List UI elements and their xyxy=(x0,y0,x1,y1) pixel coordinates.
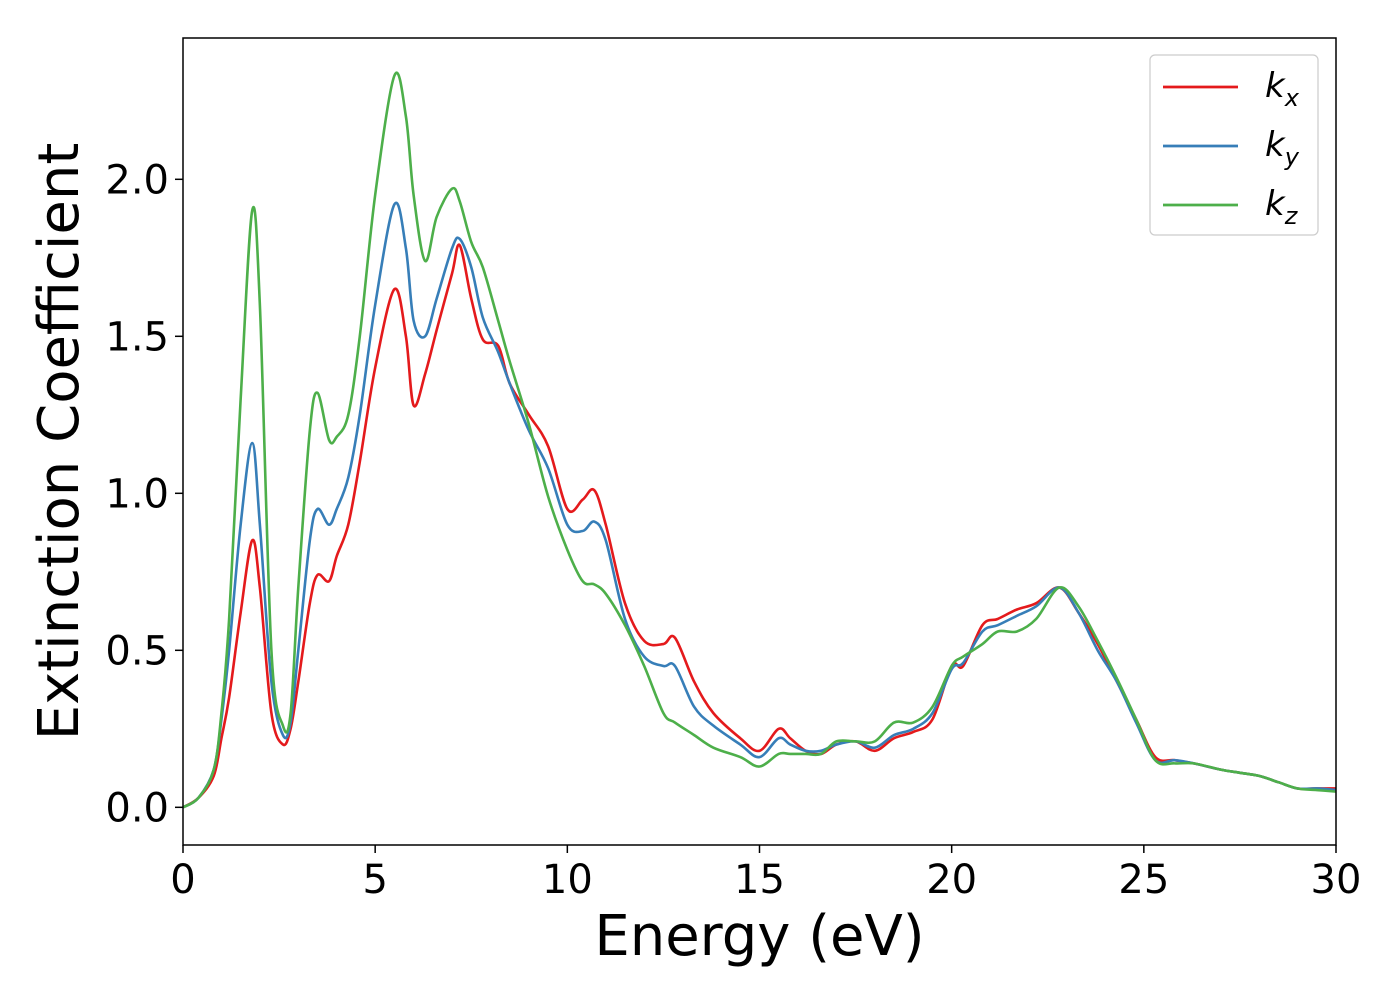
y-tick-label: 1.0 xyxy=(105,471,169,517)
series-layer xyxy=(182,71,1337,809)
x-axis-ticks: 0 5 10 15 20 25 30 xyxy=(170,845,1361,903)
y-axis-label: Extinction Coefficient xyxy=(27,143,92,741)
series-line-kx xyxy=(182,243,1336,809)
series-line-kz xyxy=(182,71,1337,809)
series-line-ky xyxy=(182,201,1337,809)
y-tick-label: 1.5 xyxy=(105,314,169,360)
legend-label: ky xyxy=(1265,125,1300,171)
y-tick-label: 2.0 xyxy=(105,157,169,203)
x-tick-label: 20 xyxy=(926,857,977,903)
x-tick-label: 10 xyxy=(542,857,593,903)
y-tick-label: 0.0 xyxy=(105,785,169,831)
y-tick-label: 0.5 xyxy=(105,628,169,674)
legend-label: kx xyxy=(1265,66,1300,112)
x-tick-label: 30 xyxy=(1311,857,1362,903)
y-axis-ticks: 0.0 0.5 1.0 1.5 2.0 xyxy=(105,157,183,831)
x-tick-label: 25 xyxy=(1118,857,1169,903)
x-tick-label: 5 xyxy=(362,857,387,903)
legend-label: kz xyxy=(1265,184,1299,230)
x-axis-label: Energy (eV) xyxy=(594,904,924,969)
x-tick-label: 15 xyxy=(734,857,785,903)
x-tick-label: 0 xyxy=(170,857,195,903)
legend: kx ky kz xyxy=(1149,54,1319,236)
